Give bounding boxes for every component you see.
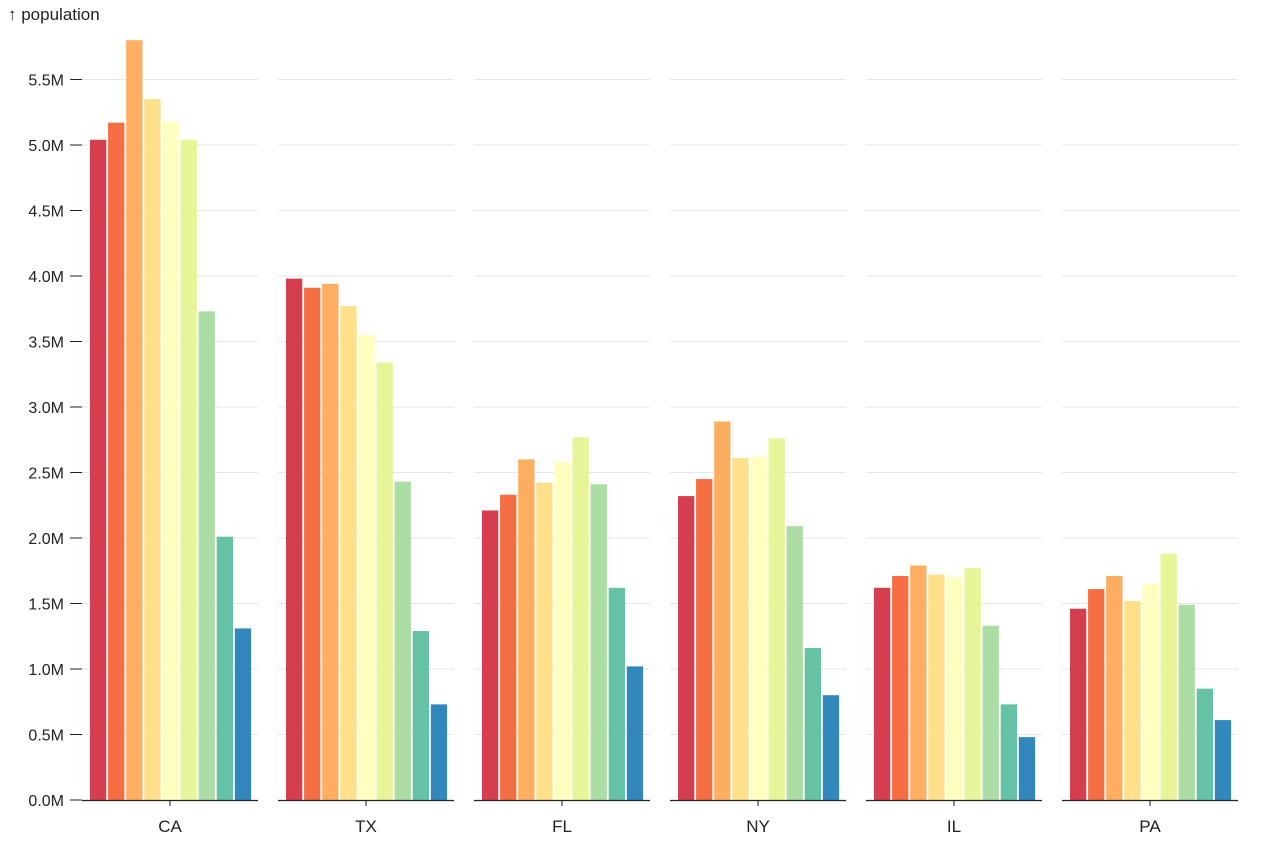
bar-pa-5 — [1142, 583, 1159, 800]
bar-fl-6 — [572, 437, 589, 800]
bar-ny-8 — [804, 648, 821, 800]
bar-tx-4 — [340, 306, 357, 800]
bar-pa-6 — [1160, 553, 1177, 800]
bar-il-9 — [1018, 737, 1036, 800]
bar-fl-1 — [482, 510, 499, 800]
x-tick-label: CA — [158, 817, 182, 836]
bar-tx-7 — [394, 481, 411, 800]
bar-pa-9 — [1214, 720, 1232, 800]
bar-ca-1 — [90, 139, 107, 800]
bar-fl-8 — [608, 587, 625, 800]
y-tick-label: 0.5M — [28, 728, 64, 745]
y-tick-label: 0.0M — [28, 793, 64, 810]
y-tick-label: 3.0M — [28, 400, 64, 417]
y-tick-label: 3.5M — [28, 335, 64, 352]
bar-ny-6 — [768, 438, 785, 800]
bar-il-6 — [964, 568, 981, 800]
x-tick-label: IL — [947, 817, 961, 836]
y-axis: 0.0M 0.5M 1.0M 1.5M 2.0M 2.5M 3.0M 3.5M 4.0M 4.5M… — [28, 73, 82, 810]
x-tick-label: NY — [746, 817, 770, 836]
bar-ca-6 — [180, 139, 197, 800]
bar-il-7 — [982, 625, 999, 800]
bar-fl-4 — [536, 482, 553, 800]
bar-pa-7 — [1178, 604, 1195, 800]
bar-fl-2 — [500, 494, 517, 800]
bar-ny-9 — [822, 695, 840, 800]
bar-ny-4 — [732, 458, 749, 800]
bar-tx-1 — [286, 278, 303, 800]
bar-ca-7 — [198, 311, 215, 800]
bar-ny-1 — [678, 496, 695, 800]
bar-tx-6 — [376, 362, 393, 800]
bar-pa-4 — [1124, 600, 1141, 800]
bar-ny-2 — [696, 479, 713, 800]
y-tick-label: 2.5M — [28, 466, 64, 483]
y-tick-label: 2.0M — [28, 531, 64, 548]
bar-fl-7 — [590, 484, 607, 800]
bar-il-8 — [1000, 704, 1017, 800]
bar-fl-5 — [554, 462, 571, 800]
bar-il-4 — [928, 574, 945, 800]
y-tick-label: 5.5M — [28, 73, 64, 90]
bar-il-3 — [910, 565, 927, 800]
bar-pa-2 — [1088, 589, 1105, 800]
bar-ny-5 — [750, 456, 767, 800]
bar-pa-3 — [1106, 575, 1123, 800]
gridlines — [82, 79, 1238, 735]
y-tick-label: 1.5M — [28, 597, 64, 614]
bar-tx-2 — [304, 287, 321, 800]
bar-il-1 — [874, 587, 891, 800]
x-axis: CA TX FL NY IL PA — [82, 799, 1238, 836]
bar-pa-8 — [1196, 688, 1213, 800]
bar-ca-8 — [216, 536, 233, 800]
bar-ca-5 — [162, 121, 179, 801]
bar-il-2 — [892, 575, 909, 800]
y-tick-label: 1.0M — [28, 662, 64, 679]
bar-fl-9 — [626, 666, 644, 800]
y-tick-label: 4.5M — [28, 204, 64, 221]
y-tick-label: 4.0M — [28, 269, 64, 286]
bar-ny-3 — [714, 421, 731, 800]
bar-fl-3 — [518, 459, 535, 800]
x-tick-label: TX — [355, 817, 377, 836]
bar-pa-1 — [1070, 608, 1087, 800]
bar-tx-9 — [430, 704, 448, 800]
bar-ca-9 — [234, 628, 252, 800]
bar-tx-3 — [322, 283, 339, 800]
bar-tx-8 — [412, 631, 429, 800]
bar-ca-2 — [108, 122, 125, 801]
x-tick-label: PA — [1139, 817, 1161, 836]
bars — [90, 40, 1232, 801]
x-tick-label: FL — [552, 817, 572, 836]
y-axis-label: ↑ population — [8, 5, 100, 24]
bar-ca-4 — [144, 99, 161, 800]
bar-il-5 — [946, 577, 963, 800]
bar-tx-5 — [358, 334, 375, 800]
y-tick-label: 5.0M — [28, 138, 64, 155]
bar-ca-3 — [126, 40, 143, 800]
bar-ny-7 — [786, 526, 803, 800]
